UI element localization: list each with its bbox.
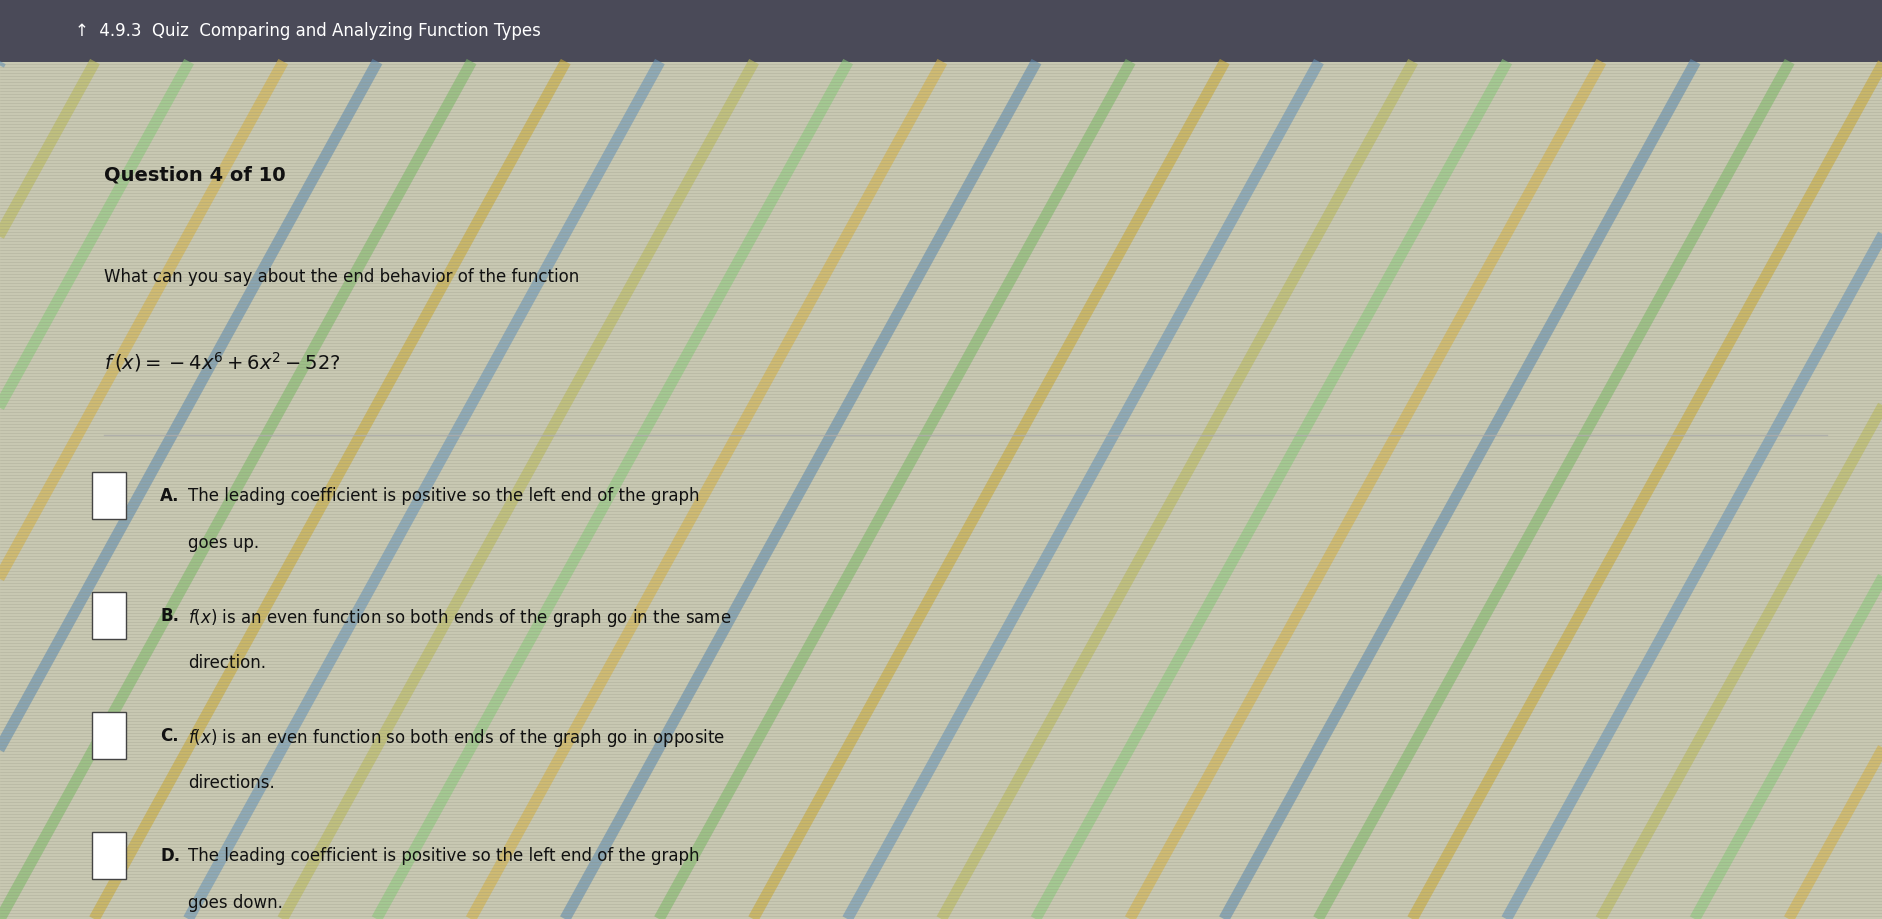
FancyBboxPatch shape bbox=[92, 472, 126, 519]
Text: ↑  4.9.3  Quiz  Comparing and Analyzing Function Types: ↑ 4.9.3 Quiz Comparing and Analyzing Fun… bbox=[75, 22, 540, 40]
FancyBboxPatch shape bbox=[92, 712, 126, 759]
Text: goes down.: goes down. bbox=[188, 893, 282, 912]
FancyBboxPatch shape bbox=[92, 832, 126, 879]
Text: direction.: direction. bbox=[188, 653, 265, 672]
Text: What can you say about the end behavior of the function: What can you say about the end behavior … bbox=[104, 268, 578, 286]
Text: $f\,(x) = -4x^6 + 6x^2 - 52$?: $f\,(x) = -4x^6 + 6x^2 - 52$? bbox=[104, 349, 341, 373]
Text: C.: C. bbox=[160, 726, 179, 744]
Text: Question 4 of 10: Question 4 of 10 bbox=[104, 165, 284, 184]
Bar bbox=[0, 0, 1882, 62]
Text: The leading coefficient is positive so the left end of the graph: The leading coefficient is positive so t… bbox=[188, 846, 700, 864]
Text: goes up.: goes up. bbox=[188, 534, 260, 551]
Text: $f(x)$ is an even function so both ends of the graph go in opposite: $f(x)$ is an even function so both ends … bbox=[188, 726, 725, 748]
Text: D.: D. bbox=[160, 846, 181, 864]
Text: $f(x)$ is an even function so both ends of the graph go in the same: $f(x)$ is an even function so both ends … bbox=[188, 607, 732, 629]
Text: A.: A. bbox=[160, 486, 179, 505]
Text: The leading coefficient is positive so the left end of the graph: The leading coefficient is positive so t… bbox=[188, 486, 700, 505]
Text: B.: B. bbox=[160, 607, 179, 624]
Text: directions.: directions. bbox=[188, 774, 275, 791]
FancyBboxPatch shape bbox=[92, 592, 126, 640]
